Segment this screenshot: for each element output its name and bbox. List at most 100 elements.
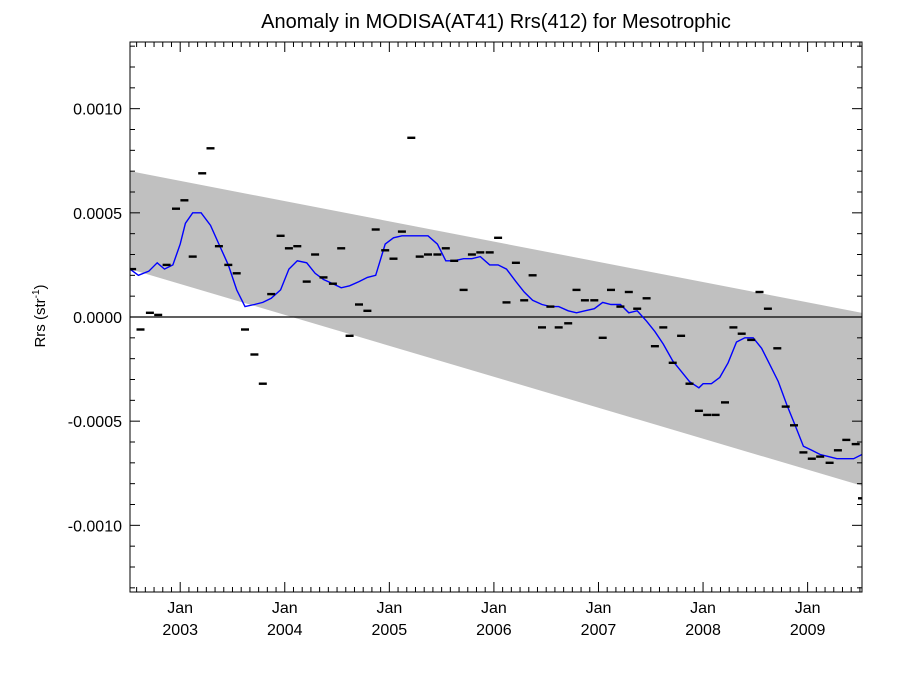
anomaly-point-62 xyxy=(668,361,677,364)
anomaly-point-69 xyxy=(729,326,738,329)
anomaly-point-51 xyxy=(572,288,581,292)
anomaly-point-82 xyxy=(842,438,851,442)
anomaly-point-55 xyxy=(607,288,615,292)
anomaly-point-49 xyxy=(554,326,563,329)
anomaly-point-6 xyxy=(180,199,189,202)
anomaly-point-61 xyxy=(659,326,668,329)
anomaly-point-52 xyxy=(580,299,589,302)
anomaly-point-3 xyxy=(154,313,163,317)
y-axis-label: Rrs (str-1) xyxy=(31,284,49,347)
x-tick-label-month-1: Jan xyxy=(272,600,298,617)
x-tick-label-year-0: 2003 xyxy=(162,622,198,639)
anomaly-point-60 xyxy=(650,345,659,348)
anomaly-point-36 xyxy=(441,247,450,250)
x-tick-label-year-6: 2009 xyxy=(790,622,826,639)
anomaly-point-13 xyxy=(241,328,249,331)
anomaly-point-32 xyxy=(407,136,416,139)
anomaly-point-67 xyxy=(711,413,720,417)
y-tick-label-0: 0.0010 xyxy=(73,102,122,119)
anomaly-point-68 xyxy=(721,401,729,404)
anomaly-point-47 xyxy=(538,326,546,329)
anomaly-point-8 xyxy=(198,172,207,175)
y-tick-label-4: -0.0010 xyxy=(68,518,122,535)
anomaly-point-71 xyxy=(747,338,756,342)
anomaly-point-53 xyxy=(590,299,599,302)
anomaly-point-59 xyxy=(642,297,651,300)
anomaly-point-78 xyxy=(807,457,816,460)
anomaly-point-16 xyxy=(267,292,276,296)
anomaly-point-74 xyxy=(773,347,782,350)
anomaly-point-22 xyxy=(319,276,328,279)
anomaly-point-65 xyxy=(694,409,703,412)
anomaly-point-44 xyxy=(511,261,520,264)
anomaly-point-80 xyxy=(825,461,834,464)
anomaly-point-19 xyxy=(293,245,302,248)
anomaly-point-5 xyxy=(172,207,180,210)
anomaly-point-46 xyxy=(528,274,537,277)
anomaly-point-77 xyxy=(799,451,808,454)
smoothed-series-line xyxy=(130,212,862,460)
x-tick-label-month-2: Jan xyxy=(376,600,402,617)
anomaly-point-27 xyxy=(363,309,372,312)
y-tick-label-2: 0.0000 xyxy=(73,310,122,327)
anomaly-point-28 xyxy=(371,228,380,231)
anomaly-point-63 xyxy=(677,334,686,337)
x-tick-label-month-6: Jan xyxy=(795,600,821,617)
anomaly-point-76 xyxy=(790,424,798,427)
anomaly-point-2 xyxy=(145,311,154,314)
y-axis-label-sup: -1 xyxy=(31,289,42,298)
x-tick-label-month-3: Jan xyxy=(481,600,507,617)
anomaly-point-79 xyxy=(816,455,825,458)
y-axis-label-main: Rrs (str xyxy=(32,298,49,347)
anomaly-point-41 xyxy=(485,251,494,254)
anomaly-point-10 xyxy=(214,245,223,248)
anomaly-point-29 xyxy=(381,249,390,252)
anomaly-point-56 xyxy=(616,305,625,308)
anomaly-point-18 xyxy=(284,247,293,250)
anomaly-point-1 xyxy=(136,328,145,331)
anomaly-point-73 xyxy=(763,307,772,310)
anomaly-point-54 xyxy=(598,336,607,339)
anomaly-point-17 xyxy=(276,234,285,237)
anomaly-point-21 xyxy=(311,253,320,256)
anomaly-point-64 xyxy=(685,382,694,385)
anomaly-point-40 xyxy=(476,251,485,254)
x-tick-label-year-5: 2008 xyxy=(685,622,721,639)
anomaly-point-34 xyxy=(424,253,432,256)
anomaly-point-26 xyxy=(355,303,363,306)
anomaly-point-66 xyxy=(703,413,712,417)
anomaly-point-83 xyxy=(851,442,860,446)
anomaly-point-15 xyxy=(258,382,267,385)
x-tick-label-year-2: 2005 xyxy=(372,622,408,639)
y-tick-label-3: -0.0005 xyxy=(68,414,122,431)
x-tick-label-month-0: Jan xyxy=(167,600,193,617)
chart-title: Anomaly in MODISA(AT41) Rrs(412) for Mes… xyxy=(261,11,731,33)
anomaly-point-4 xyxy=(162,263,171,267)
anomaly-point-72 xyxy=(755,290,764,294)
anomaly-point-12 xyxy=(232,272,241,275)
anomaly-point-42 xyxy=(494,236,503,239)
anomaly-point-24 xyxy=(337,247,346,250)
anomaly-point-35 xyxy=(433,253,442,256)
anomaly-point-39 xyxy=(467,253,476,256)
anomaly-point-9 xyxy=(206,147,215,150)
anomaly-point-45 xyxy=(520,299,529,302)
anomaly-point-75 xyxy=(781,405,790,408)
anomaly-point-50 xyxy=(564,322,573,325)
x-tick-label-month-5: Jan xyxy=(690,600,716,617)
anomaly-point-31 xyxy=(397,230,406,233)
y-tick-label-1: 0.0005 xyxy=(73,206,122,223)
anomaly-point-38 xyxy=(459,288,468,292)
anomaly-point-43 xyxy=(502,301,511,304)
x-tick-label-year-3: 2006 xyxy=(476,622,512,639)
anomaly-point-70 xyxy=(737,332,746,335)
x-tick-label-year-1: 2004 xyxy=(267,622,303,639)
anomaly-point-7 xyxy=(188,255,197,258)
anomaly-point-33 xyxy=(415,255,424,258)
anomaly-point-0 xyxy=(130,267,137,271)
anomaly-point-30 xyxy=(389,257,398,260)
uncertainty-band xyxy=(130,171,862,486)
anomaly-point-23 xyxy=(328,282,337,285)
